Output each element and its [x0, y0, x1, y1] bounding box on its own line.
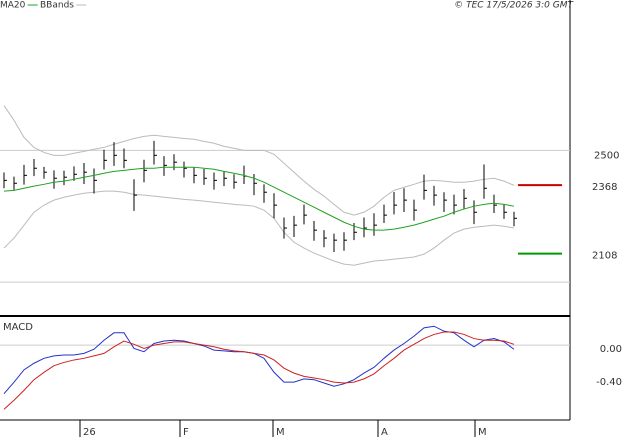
x-tick-label: M [478, 427, 487, 438]
x-tick-label: M [276, 427, 285, 438]
panel-title: MACD [3, 322, 33, 333]
x-tick-label: A [381, 427, 388, 438]
macd-line [3, 325, 515, 395]
ma20-line [3, 166, 515, 231]
legend-label: BBands [40, 1, 74, 11]
x-tick-label: F [183, 427, 189, 438]
y-tick-label: 0.00 [600, 344, 622, 355]
level-label: 2368 [592, 182, 617, 193]
x-tick-label: 26 [83, 427, 96, 438]
copyright: © TEC 17/5/2026 3:0 GMT [454, 1, 574, 11]
y-tick-label: 2500 [594, 150, 619, 161]
y-tick-label: -0.40 [596, 377, 622, 388]
bband-upper [3, 105, 515, 216]
legend-label: MA20 [0, 1, 26, 11]
bband-lower [3, 190, 515, 266]
level-label: 2108 [592, 251, 617, 262]
macd-line [3, 331, 515, 410]
